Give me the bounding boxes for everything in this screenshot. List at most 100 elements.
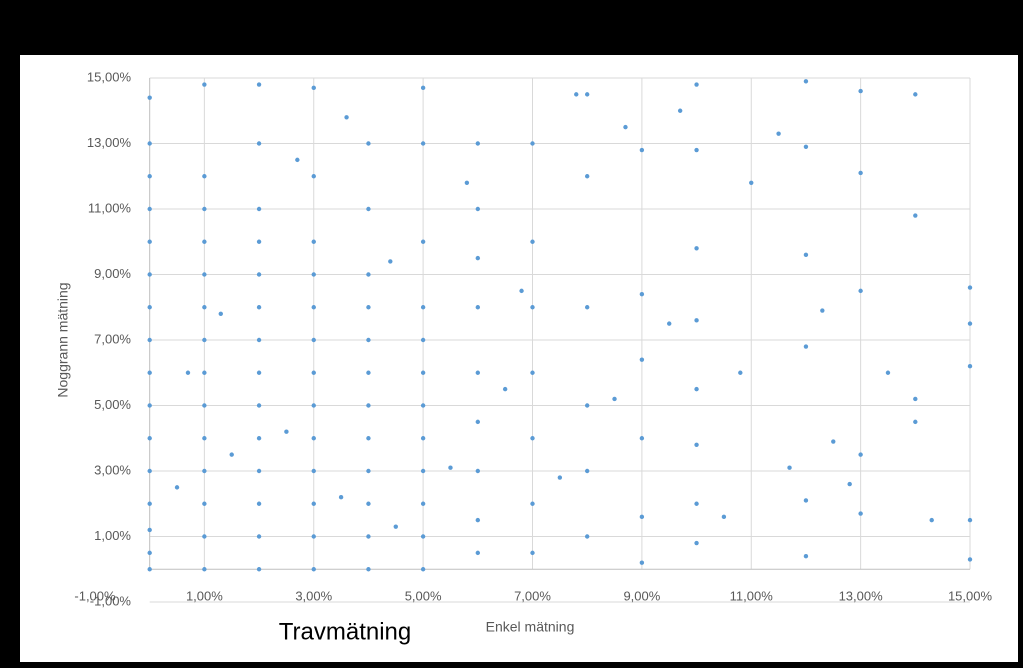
point	[967, 517, 973, 523]
point	[530, 550, 535, 556]
point	[913, 213, 918, 218]
point	[694, 386, 699, 392]
point	[475, 305, 481, 310]
point	[557, 475, 563, 480]
point	[147, 272, 152, 277]
point	[530, 239, 535, 244]
x-tick-label: 11,00%	[730, 588, 774, 603]
point	[776, 131, 781, 136]
point	[677, 108, 683, 113]
x-tick-label: 3,00%	[295, 588, 332, 603]
y-tick-label: 9,00%	[94, 266, 131, 281]
point	[420, 305, 426, 310]
point	[147, 550, 152, 556]
point	[694, 442, 699, 447]
point	[147, 305, 152, 310]
point	[218, 311, 223, 316]
point	[311, 534, 316, 539]
point	[256, 337, 262, 343]
point	[311, 337, 316, 343]
point	[530, 370, 535, 375]
point	[344, 115, 349, 120]
point	[448, 465, 453, 470]
x-tick-label: 5,00%	[405, 588, 442, 603]
point	[185, 370, 191, 375]
y-tick-label: 3,00%	[94, 462, 131, 477]
point	[475, 419, 481, 425]
point	[147, 468, 152, 474]
point	[202, 206, 207, 212]
point	[694, 246, 699, 251]
point	[574, 92, 579, 97]
x-tick-label: 13,00%	[839, 588, 884, 603]
point	[311, 85, 316, 91]
point	[256, 305, 262, 310]
point	[147, 174, 152, 179]
point	[464, 180, 470, 185]
point	[366, 272, 371, 277]
point	[803, 144, 809, 149]
point	[584, 468, 590, 474]
point	[913, 92, 918, 97]
point	[584, 534, 590, 539]
point	[256, 370, 262, 375]
point	[256, 534, 262, 539]
point	[366, 567, 371, 572]
point	[858, 511, 863, 516]
point	[256, 82, 262, 87]
y-tick-label: 1,00%	[94, 528, 131, 543]
y-tick-label: 7,00%	[94, 331, 131, 346]
point	[311, 403, 316, 408]
point	[311, 468, 316, 474]
point	[366, 206, 371, 212]
point	[393, 524, 398, 529]
point	[639, 560, 645, 565]
point	[147, 141, 152, 146]
point	[475, 370, 481, 375]
point	[639, 291, 645, 297]
point	[147, 370, 152, 375]
point	[202, 468, 207, 474]
point	[147, 95, 152, 100]
x-tick-label: 1,00%	[186, 588, 223, 603]
point	[420, 468, 426, 474]
point	[420, 534, 426, 539]
point	[311, 272, 316, 277]
point	[202, 501, 207, 506]
point	[929, 517, 934, 523]
point	[803, 344, 809, 349]
point	[475, 468, 481, 474]
point	[202, 82, 207, 87]
point	[256, 501, 262, 506]
point	[202, 370, 207, 375]
point	[311, 305, 316, 310]
point	[858, 452, 863, 457]
point	[284, 429, 289, 434]
point	[311, 436, 316, 441]
point	[749, 180, 754, 185]
point	[519, 288, 524, 294]
point	[475, 206, 481, 212]
point	[147, 403, 152, 408]
x-tick-label: 15,00%	[948, 588, 993, 603]
point	[420, 403, 426, 408]
point	[694, 540, 699, 546]
point	[530, 436, 535, 441]
point	[639, 514, 645, 520]
point	[311, 174, 316, 179]
y-axis-title: Noggrann mätning	[55, 282, 71, 397]
chart-area	[20, 55, 1018, 662]
point	[612, 396, 617, 402]
y-tick-label: -1,00%	[90, 593, 132, 608]
point	[420, 141, 426, 146]
point	[366, 305, 371, 310]
point	[256, 239, 262, 244]
point	[338, 495, 344, 500]
point	[256, 468, 262, 474]
y-tick-label: 11,00%	[88, 200, 132, 215]
point	[858, 170, 863, 176]
point	[967, 285, 973, 290]
point	[420, 501, 426, 506]
point	[388, 259, 393, 264]
point	[311, 501, 316, 506]
